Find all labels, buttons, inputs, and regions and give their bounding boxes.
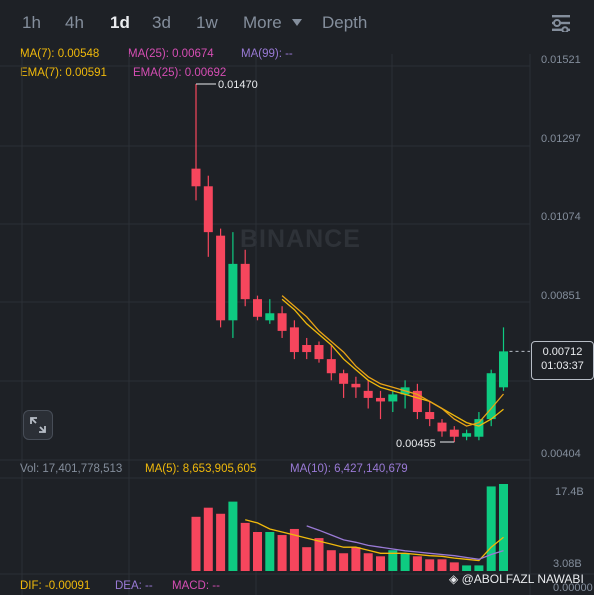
candle-body (425, 412, 435, 420)
tab-more[interactable]: More (243, 13, 282, 32)
current-price-box: 0.00712 01:03:37 (531, 341, 594, 380)
candle-body (314, 345, 324, 360)
candle-body (486, 373, 496, 420)
volume-ma10: MA(10): 6,427,140,679 (290, 463, 408, 475)
candle-body (412, 390, 422, 413)
candle-body (289, 327, 299, 353)
volume-bar (216, 513, 226, 571)
tab-1h[interactable]: 1h (22, 13, 41, 32)
price-axis-label: 0.01521 (541, 54, 581, 66)
candle-body (376, 397, 385, 402)
volume-bar (289, 528, 299, 571)
volume-bar (326, 550, 336, 571)
macd-value: MACD: -- (172, 580, 220, 592)
macd-dea: DEA: -- (115, 580, 153, 592)
volume-bar (265, 531, 275, 571)
volume-bar (191, 516, 201, 571)
ma25-value: MA(25): 0.00674 (128, 48, 214, 60)
volume-bar (437, 559, 447, 571)
volume-bar (302, 547, 312, 571)
volume-bar (499, 484, 508, 571)
low-price-label: 0.00455 (396, 438, 436, 450)
ma7-value: MA(7): 0.00548 (20, 48, 100, 60)
ema25-value: EMA(25): 0.00692 (133, 67, 227, 79)
diamond-icon: ◈ (449, 572, 462, 586)
volume-bar (203, 507, 213, 571)
candle-body (240, 263, 250, 300)
candle-body (203, 186, 213, 233)
author-name: @ABOLFAZL NAWABI (461, 572, 584, 586)
volume-bar (486, 486, 496, 571)
volume-bar (363, 553, 373, 571)
price-axis-label: 0.01074 (541, 211, 581, 223)
ema7-value: EMA(7): 0.00591 (20, 67, 107, 79)
candlestick-chart[interactable] (0, 46, 594, 595)
volume-value: Vol: 17,401,778,513 (20, 463, 123, 475)
ma-line (281, 298, 504, 427)
binance-watermark: BINANCE (240, 225, 361, 253)
tab-depth[interactable]: Depth (322, 13, 368, 32)
candle-body (339, 373, 349, 384)
timeframe-bar: 1h 4h 1d 3d 1w More Depth (0, 0, 594, 46)
volume-bar (240, 522, 250, 571)
volume-axis-top: 17.4B (555, 486, 584, 498)
candle-body (253, 299, 262, 317)
candle-body (499, 351, 508, 388)
candle-body (437, 422, 447, 432)
macd-axis-label: 0.00000 (553, 582, 593, 594)
candle-body (191, 168, 201, 187)
volume-bar (228, 501, 238, 571)
tab-1w[interactable]: 1w (196, 13, 218, 32)
volume-bar (314, 538, 324, 571)
candle-body (228, 263, 238, 321)
candle-body (363, 390, 373, 398)
price-axis-label: 0.01297 (541, 133, 581, 145)
tab-3d[interactable]: 3d (152, 13, 171, 32)
macd-dif: DIF: -0.00091 (20, 580, 91, 592)
candle-body (216, 235, 226, 321)
chevron-down-icon[interactable] (292, 19, 302, 26)
volume-ma5-line (245, 519, 504, 562)
volume-bar (339, 553, 349, 571)
volume-bar (351, 547, 361, 571)
candle-body (449, 429, 459, 437)
current-price: 0.00712 (542, 346, 583, 358)
candle-body (265, 313, 275, 321)
price-axis-label: 0.00851 (541, 290, 581, 302)
volume-bar (462, 565, 472, 571)
volume-axis-bottom: 3.08B (553, 558, 582, 570)
price-axis-label: 0.00404 (541, 448, 581, 460)
volume-bar (474, 565, 484, 571)
volume-bar (253, 531, 262, 571)
fullscreen-button[interactable] (23, 410, 53, 440)
candle-body (351, 383, 361, 388)
volume-bar (412, 556, 422, 571)
author-credit: ◈ @ABOLFAZL NAWABI (449, 572, 584, 586)
expand-arrows-icon (30, 417, 46, 433)
candle-countdown: 01:03:37 (541, 360, 584, 372)
volume-bar (449, 562, 459, 571)
candle-body (462, 433, 472, 437)
candle-body (474, 419, 484, 437)
volume-bar (376, 556, 385, 571)
volume-ma10-line (306, 525, 504, 560)
high-price-label: 0.01470 (218, 79, 258, 91)
settings-sliders-icon[interactable] (551, 14, 571, 32)
candle-body (277, 313, 287, 331)
candle-body (388, 394, 398, 402)
volume-bar (277, 535, 287, 571)
tab-1d[interactable]: 1d (110, 13, 130, 32)
volume-ma5: MA(5): 8,653,905,605 (145, 463, 257, 475)
ema-line (281, 295, 504, 427)
volume-bar (425, 559, 435, 571)
candle-body (302, 345, 312, 353)
tab-4h[interactable]: 4h (65, 13, 84, 32)
ma99-value: MA(99): -- (241, 48, 293, 60)
volume-bar (400, 553, 410, 571)
volume-bar (388, 550, 398, 571)
candle-body (326, 359, 336, 374)
